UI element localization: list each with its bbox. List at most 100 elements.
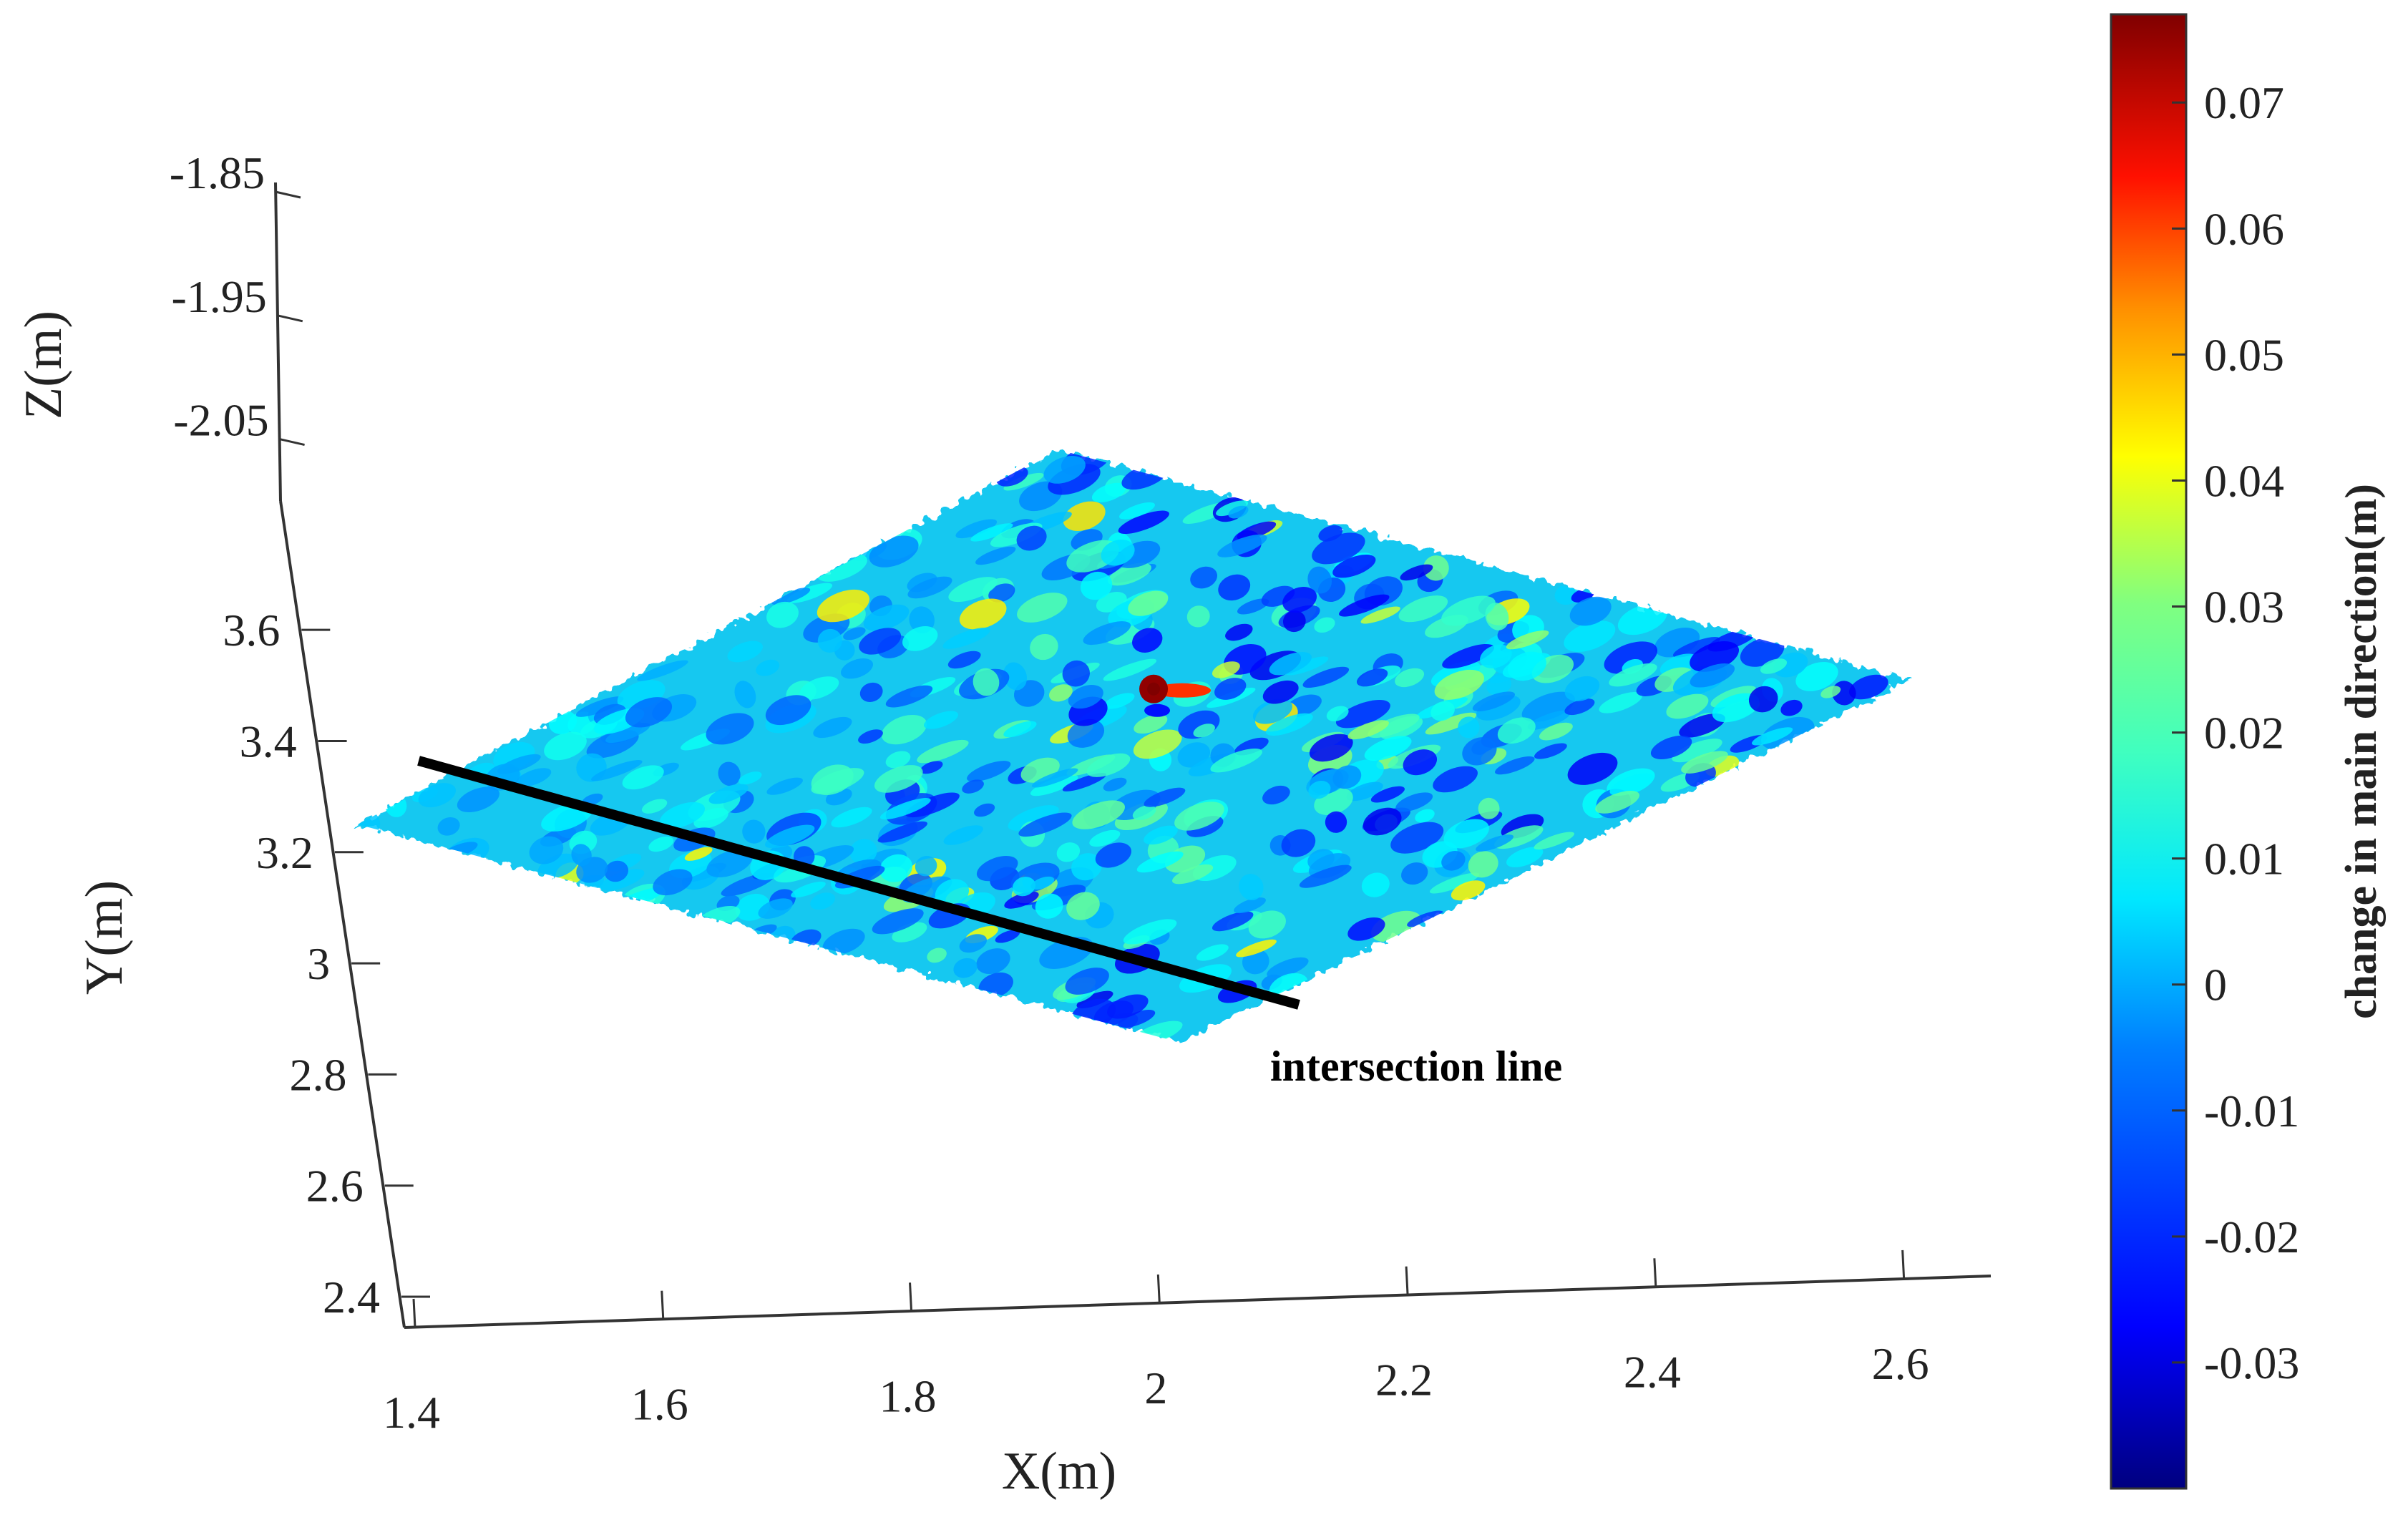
surface-patch [1172,864,1214,885]
surface-patch [1083,621,1131,646]
surface-patch [859,682,883,702]
surface-patch [1712,693,1760,723]
surface-patch [1312,532,1365,565]
surface-patch [1480,644,1512,668]
surface-patch [831,807,872,828]
colorbar-tick-label: 0.07 [2204,77,2284,128]
surface-patch [995,930,1020,943]
surface-patch [943,825,983,845]
surface-patch [917,739,969,764]
hotspot-center [1147,682,1161,696]
surface-patch [967,761,1011,782]
surface-patch [1062,660,1090,687]
surface-patch [1196,944,1229,961]
surface-patch [771,588,811,605]
surface-patch [1193,724,1215,738]
surface-patch [1234,897,1266,914]
surface-patch [1003,721,1037,738]
surface-patch [1599,691,1643,713]
surface-base [358,449,1911,1043]
surface-patch [976,948,1010,975]
intersection-line [417,756,1300,1010]
surface-patch [1314,617,1335,633]
surface-patch [1690,663,1735,688]
surface-patch [822,928,865,955]
surface-patch [1281,829,1316,857]
surface-patch [1508,651,1546,681]
surface-patch [959,598,1007,630]
surface-patch [637,660,688,681]
intersection-line-label: intersection line [1270,1043,1562,1090]
surface-patch [706,849,753,877]
surface-patch [1048,684,1073,702]
surface-patch [718,761,741,786]
surface-patch [1407,910,1444,927]
surface-patch [885,751,911,769]
surface-patch [1174,802,1224,831]
surface-patch [604,860,629,882]
surface-patch [920,761,943,774]
surface-patch [1269,652,1312,676]
surface-patch [1212,661,1240,678]
surface-patch [1325,811,1347,833]
surface-patches [358,449,1888,1043]
z-tick-label: -1.85 [170,147,265,198]
surface-patch [1066,892,1100,920]
surface-patch [1030,633,1058,661]
surface-patch [1236,939,1277,958]
surface-patch [877,821,927,843]
surface-patch [1095,842,1132,868]
surface-patch [1265,713,1313,736]
colorbar-tick-label: 0.01 [2204,834,2284,885]
surface-patch [1217,534,1267,557]
surface-patch [810,892,836,910]
surface-patch [1132,805,1156,821]
surface-patch [766,601,799,628]
hotspot-halo [1154,683,1212,698]
surface-patch [1486,675,1511,696]
surface-patch [1423,555,1449,581]
colorbar-gradient [2110,13,2188,1490]
surface-patch [1132,628,1163,653]
colorbar-tick-label: 0.04 [2204,455,2284,506]
y-tick-group: 2.4 2.6 2.8 3 3.2 3.4 3.6 [223,605,430,1322]
z-axis-line [274,182,282,502]
surface-patch [859,628,902,655]
surface-patch [1795,661,1838,691]
surface-patch [1089,829,1121,847]
surface-patch [970,523,1013,542]
surface-patch [1214,678,1247,700]
surface-patch [1539,722,1573,741]
surface-patch [817,628,842,653]
surface-patch [1569,596,1612,626]
surface-patch [622,765,664,790]
surface-patch [1476,834,1514,852]
surface-patch [1849,674,1888,700]
surface-patch [1400,564,1433,581]
surface-patch [1031,768,1078,788]
y-tick-label: 2.4 [323,1272,380,1322]
surface-patch [1262,680,1299,704]
colorbar-tick-label: 0.06 [2204,203,2284,254]
surface-patch [874,765,923,793]
surface-patch [1216,500,1249,517]
y-tick-label: 2.8 [289,1049,346,1100]
surface-patch [1395,668,1425,688]
surface-patch [879,798,931,820]
surface-patch [1617,603,1667,635]
surface-patch [1030,774,1078,797]
surface-patch [1360,606,1400,624]
surface-patch [1332,765,1362,789]
surface-patch [1462,737,1497,766]
surface-patch [1144,825,1178,845]
surface-patch [1133,729,1182,759]
surface-patch [1441,595,1496,626]
surface-patch [1363,807,1402,836]
surface-patch [1134,714,1168,734]
surface-patch [1679,713,1725,738]
surface-patch [1056,842,1081,862]
surface-patch [948,577,998,603]
surface-patch [1104,693,1135,709]
surface-patch [1228,505,1249,519]
surface-patch [765,695,811,726]
